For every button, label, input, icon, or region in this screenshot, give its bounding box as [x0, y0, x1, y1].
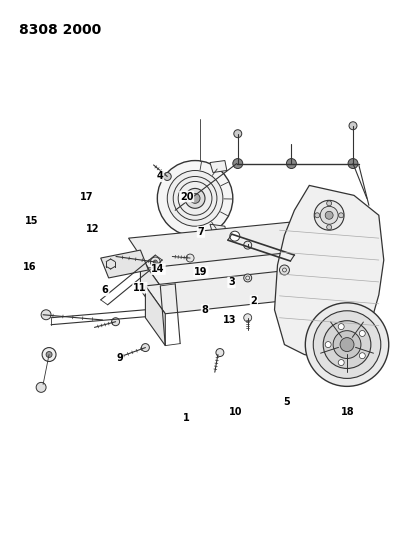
Text: 11: 11: [133, 282, 146, 293]
Text: 19: 19: [194, 267, 207, 277]
Circle shape: [283, 291, 291, 299]
Text: 4: 4: [157, 172, 163, 181]
Text: 6: 6: [101, 285, 108, 295]
Polygon shape: [145, 286, 165, 345]
Circle shape: [157, 160, 232, 236]
Circle shape: [141, 344, 149, 352]
Circle shape: [111, 318, 119, 326]
Text: 3: 3: [227, 277, 234, 287]
Polygon shape: [140, 258, 160, 318]
Circle shape: [322, 321, 370, 368]
Text: 9: 9: [116, 353, 123, 362]
Text: 8308 2000: 8308 2000: [19, 23, 101, 37]
Circle shape: [326, 225, 331, 230]
Circle shape: [339, 337, 353, 352]
Circle shape: [305, 251, 312, 259]
Text: 10: 10: [228, 407, 242, 417]
Circle shape: [163, 173, 171, 181]
Circle shape: [326, 201, 331, 206]
Polygon shape: [274, 185, 383, 360]
Circle shape: [324, 211, 333, 219]
Circle shape: [232, 158, 242, 168]
Circle shape: [153, 260, 157, 264]
Circle shape: [358, 353, 364, 359]
Circle shape: [243, 274, 251, 282]
Text: 20: 20: [180, 191, 193, 201]
Text: 15: 15: [25, 216, 38, 227]
Text: 8: 8: [201, 305, 208, 315]
Text: 18: 18: [340, 407, 353, 417]
Polygon shape: [209, 224, 226, 236]
Circle shape: [348, 122, 356, 130]
Circle shape: [337, 324, 343, 329]
Circle shape: [243, 314, 251, 322]
Text: 7: 7: [197, 227, 204, 237]
Text: 12: 12: [86, 224, 99, 235]
Circle shape: [347, 158, 357, 168]
Circle shape: [36, 382, 46, 392]
Polygon shape: [101, 250, 148, 278]
Circle shape: [216, 349, 223, 357]
Circle shape: [150, 257, 160, 267]
Circle shape: [312, 311, 380, 378]
Polygon shape: [297, 242, 333, 262]
Circle shape: [319, 206, 337, 224]
Polygon shape: [145, 268, 328, 314]
Circle shape: [41, 310, 51, 320]
Circle shape: [186, 254, 193, 262]
Circle shape: [338, 213, 343, 218]
Circle shape: [324, 342, 330, 348]
Circle shape: [313, 200, 343, 230]
Circle shape: [185, 188, 204, 208]
Circle shape: [333, 330, 360, 359]
Circle shape: [286, 158, 296, 168]
Circle shape: [279, 265, 289, 275]
Polygon shape: [209, 160, 226, 173]
Circle shape: [46, 352, 52, 358]
Circle shape: [305, 303, 388, 386]
Polygon shape: [140, 240, 328, 286]
Text: 16: 16: [23, 262, 36, 271]
Circle shape: [358, 330, 364, 336]
Text: 13: 13: [222, 314, 236, 325]
Circle shape: [286, 252, 296, 262]
Circle shape: [167, 171, 222, 226]
Circle shape: [42, 348, 56, 361]
Circle shape: [190, 193, 200, 203]
Circle shape: [229, 231, 239, 241]
Polygon shape: [128, 220, 328, 268]
Circle shape: [337, 360, 343, 366]
Circle shape: [243, 241, 251, 249]
Text: 14: 14: [151, 264, 164, 274]
Circle shape: [233, 130, 241, 138]
Text: 2: 2: [250, 296, 256, 306]
Text: 1: 1: [183, 413, 190, 423]
Text: 5: 5: [282, 397, 289, 407]
Circle shape: [314, 213, 319, 218]
Text: 17: 17: [80, 191, 93, 201]
